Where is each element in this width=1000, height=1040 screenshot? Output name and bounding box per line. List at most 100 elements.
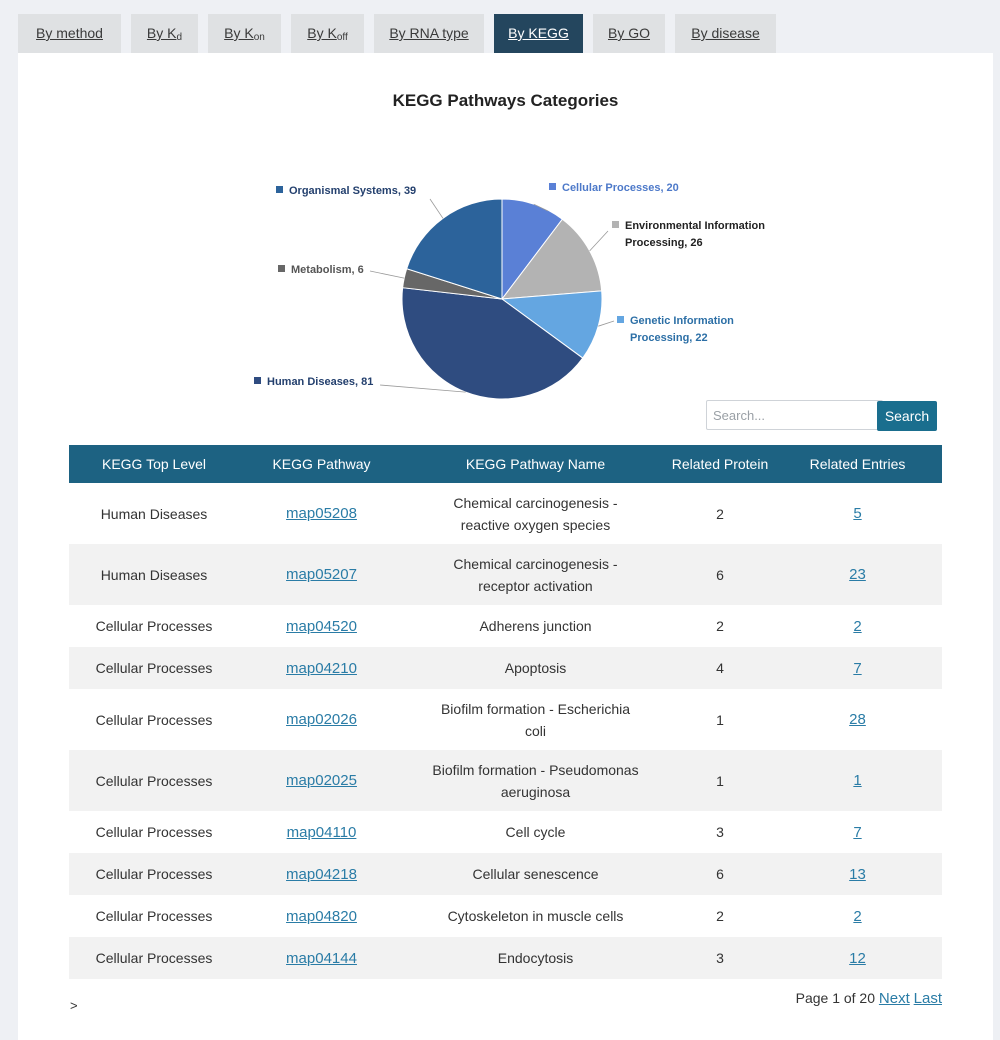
pathway-link[interactable]: map05208 — [286, 505, 357, 522]
related-entries-link[interactable]: 7 — [853, 659, 862, 677]
pie-leader-line — [379, 384, 466, 393]
related-entries-cell: 23 — [773, 544, 942, 605]
related-protein-cell: 2 — [716, 618, 724, 634]
pathway-name-cell: Chemical carcinogenesis - receptor activa… — [404, 544, 667, 605]
pie-slice-label: Genetic Information Processing, 22 — [630, 315, 734, 344]
tab-by-kegg[interactable]: By KEGG — [494, 14, 583, 53]
tab-label: By K — [146, 25, 177, 41]
pathway-cell: map04144 — [239, 937, 404, 979]
search-input[interactable] — [706, 400, 883, 430]
related-entries-cell: 1 — [773, 750, 942, 811]
pathway-name-cell: Cytoskeleton in muscle cells — [404, 895, 667, 937]
tab-by-koff[interactable]: By Koff — [291, 14, 364, 53]
related-entries-cell: 7 — [773, 811, 942, 853]
pathway-link[interactable]: map02025 — [286, 772, 357, 789]
related-protein-cell: 2 — [716, 505, 724, 522]
related-protein-cell: 2 — [716, 908, 724, 924]
related-entries-link[interactable]: 2 — [853, 617, 862, 635]
content-panel: KEGG Pathways Categories Cellular Proces… — [18, 53, 993, 1040]
table-row: Human Diseases map05208 Chemical carcino… — [69, 483, 942, 544]
tab-by-method[interactable]: By method — [18, 14, 121, 53]
pie-slice-label: Cellular Processes, 20 — [562, 182, 679, 194]
column-header-related-protein[interactable]: Related Protein — [667, 445, 773, 483]
tab-label: By method — [36, 25, 103, 41]
pathway-name-cell: Biofilm formation - Escherichia coli — [404, 689, 667, 750]
related-protein-cell: 4 — [667, 647, 773, 689]
pathway-link[interactable]: map04110 — [286, 823, 357, 841]
top-level-cell: Cellular Processes — [95, 908, 213, 924]
page-indicator: Page 1 of 20 — [795, 990, 876, 1006]
tab-by-rna-type[interactable]: By RNA type — [374, 14, 484, 53]
tab-label: By K — [224, 25, 254, 41]
tab-label-subscript: on — [253, 32, 265, 43]
pathway-name-line: receptor activation — [478, 577, 593, 594]
pathway-link[interactable]: map04218 — [286, 865, 357, 883]
column-header-top-level[interactable]: KEGG Top Level — [69, 445, 239, 483]
pathway-name-line: Biofilm formation - Pseudomonas — [432, 761, 639, 778]
related-entries-cell: 2 — [773, 605, 942, 647]
related-entries-link[interactable]: 23 — [849, 566, 866, 583]
pie-leader-line — [533, 203, 549, 212]
pathway-name-cell: Biofilm formation - Pseudomonas aeruginos… — [404, 750, 667, 811]
pie-leader-line — [369, 270, 405, 279]
column-header-pathway[interactable]: KEGG Pathway — [239, 445, 404, 483]
pie-slice-genetic-information-processing[interactable] — [500, 290, 603, 359]
tab-by-kd[interactable]: By Kd — [131, 14, 198, 53]
tab-label-subscript: off — [336, 32, 348, 43]
top-level-cell: Cellular Processes — [69, 853, 239, 895]
top-level-cell: Human Diseases — [69, 544, 239, 605]
related-protein-cell: 1 — [716, 711, 724, 728]
related-entries-link[interactable]: 13 — [849, 865, 866, 883]
pathway-name-line: reactive oxygen species — [460, 516, 611, 533]
related-protein-cell: 3 — [667, 937, 773, 979]
table-row: Cellular Processes map04520 Adherens jun… — [69, 605, 942, 647]
pie-label-swatch — [617, 316, 624, 323]
pathway-link[interactable]: map04520 — [286, 617, 357, 635]
pathway-link[interactable]: map04144 — [286, 949, 357, 967]
pathway-name-line: Cellular senescence — [472, 866, 599, 882]
related-entries-link[interactable]: 2 — [853, 907, 862, 925]
top-level-cell: Cellular Processes — [69, 647, 239, 689]
pathway-name-line: Endocytosis — [497, 950, 574, 966]
table-row: Cellular Processes map04820 Cytoskeleton… — [69, 895, 942, 937]
top-level-cell: Human Diseases — [100, 505, 208, 522]
related-protein-cell: 3 — [716, 824, 724, 840]
pathway-cell: map04820 — [239, 895, 404, 937]
related-entries-link[interactable]: 1 — [853, 772, 862, 789]
pie-slice-environmental-information-processing[interactable] — [500, 218, 603, 300]
pie-slice-label: Metabolism, 6 — [291, 264, 364, 276]
pathway-name-cell: Chemical carcinogenesis - reactive oxygen… — [404, 483, 667, 544]
search-button[interactable]: Search — [877, 401, 937, 431]
table-row: Human Diseases map05207 Chemical carcino… — [69, 544, 942, 605]
column-header-pathway-name[interactable]: KEGG Pathway Name — [404, 445, 667, 483]
related-protein-cell: 6 — [667, 544, 773, 605]
last-page-link[interactable]: Last — [913, 990, 942, 1007]
related-protein-cell: 6 — [667, 853, 773, 895]
related-protein-cell: 1 — [667, 750, 773, 811]
column-header-related-entries[interactable]: Related Entries — [773, 445, 942, 483]
related-entries-link[interactable]: 7 — [853, 823, 862, 841]
related-entries-link[interactable]: 5 — [853, 505, 862, 522]
pathway-name-line: Cytoskeleton in muscle cells — [447, 908, 624, 924]
tab-by-go[interactable]: By GO — [593, 14, 665, 53]
pathway-link[interactable]: map04820 — [286, 907, 357, 925]
table-row: Cellular Processes map02025 Biofilm form… — [69, 750, 942, 811]
related-entries-cell: 13 — [773, 853, 942, 895]
pathway-cell: map04210 — [239, 647, 404, 689]
table-row: Cellular Processes map04218 Cellular sen… — [69, 853, 942, 895]
related-entries-link[interactable]: 12 — [849, 949, 866, 967]
pathway-link[interactable]: map02026 — [286, 711, 357, 728]
tab-by-disease[interactable]: By disease — [675, 14, 776, 53]
pie-label-swatch — [612, 221, 619, 228]
pie-slice-human-diseases[interactable] — [401, 287, 584, 400]
pathway-link[interactable]: map05207 — [286, 566, 357, 583]
tab-label: By RNA type — [389, 25, 469, 41]
related-entries-link[interactable]: 28 — [849, 711, 866, 728]
pie-label-swatch — [278, 265, 285, 272]
pathway-link[interactable]: map04210 — [286, 659, 357, 677]
pie-label-swatch — [254, 377, 261, 384]
tab-by-kon[interactable]: By Kon — [208, 14, 281, 53]
next-page-link[interactable]: Next — [878, 990, 910, 1007]
footer-glyph: > — [70, 998, 78, 1013]
pie-leader-line — [589, 230, 609, 252]
